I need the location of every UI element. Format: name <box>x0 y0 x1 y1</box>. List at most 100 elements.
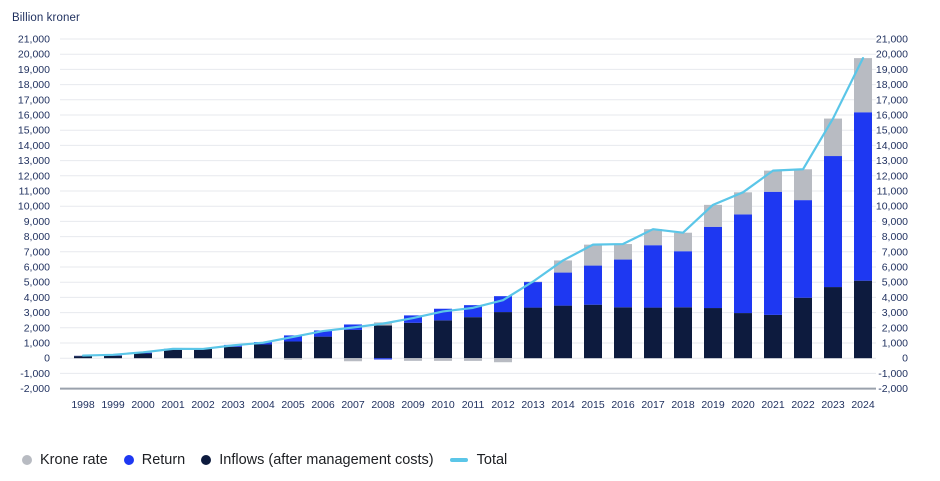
bar-segment-inflows-2000 <box>134 353 152 359</box>
bar-segment-return-2023 <box>824 156 842 288</box>
bar-segment-inflows-2003 <box>224 346 242 359</box>
bar-segment-krone-2023 <box>824 118 842 157</box>
y-axis-label-right: 2,000 <box>882 322 908 334</box>
bar-segment-inflows-2017 <box>644 307 662 359</box>
bar-segment-inflows-2004 <box>254 344 272 359</box>
bar-segment-inflows-2019 <box>704 308 722 359</box>
x-axis-label-2018: 2018 <box>671 399 695 411</box>
y-axis-label-right: 15,000 <box>876 125 908 137</box>
x-axis-label-2007: 2007 <box>341 399 365 411</box>
y-axis-label-left: 12,000 <box>18 170 50 182</box>
bar-segment-krone-2019 <box>704 204 722 227</box>
bar-segment-return-2015 <box>584 265 602 305</box>
bar-segment-inflows-2009 <box>404 322 422 359</box>
bar-segment-inflows-1999 <box>104 355 122 359</box>
bar-segment-inflows-2001 <box>164 349 182 359</box>
bar-segment-inflows-2010 <box>434 320 452 359</box>
y-axis-label-right: 16,000 <box>876 110 908 122</box>
bar-segment-return-2018 <box>674 251 692 308</box>
y-axis-label-left: 1,000 <box>24 338 50 350</box>
legend-item-inflows[interactable]: Inflows (after management costs) <box>201 452 434 468</box>
bar-segment-inflows-2015 <box>584 304 602 359</box>
x-axis-label-1998: 1998 <box>71 399 95 411</box>
x-axis-label-2004: 2004 <box>251 399 275 411</box>
y-axis-label-right: 6,000 <box>882 262 908 274</box>
total-line-swatch-icon <box>449 458 468 462</box>
bar-segment-return-2005 <box>284 335 302 342</box>
y-axis-label-left: 17,000 <box>18 94 50 106</box>
legend-item-krone-rate[interactable]: Krone rate <box>22 452 108 468</box>
bar-segment-krone-2012 <box>494 358 512 363</box>
y-axis-label-left: 14,000 <box>18 140 50 152</box>
bar-segment-return-2006 <box>314 330 332 337</box>
y-axis-label-right: 11,000 <box>877 186 908 198</box>
x-axis-label-2002: 2002 <box>191 399 215 411</box>
x-axis-label-2014: 2014 <box>551 399 575 411</box>
x-axis-label-2019: 2019 <box>701 399 725 411</box>
x-axis-label-2022: 2022 <box>791 399 815 411</box>
y-axis-label-left: 0 <box>44 353 50 365</box>
x-axis-label-2003: 2003 <box>221 399 245 411</box>
bar-segment-inflows-2023 <box>824 287 842 359</box>
y-axis-label-right: 10,000 <box>876 201 908 213</box>
bar-segment-inflows-2005 <box>284 341 302 359</box>
y-axis-label-left: 5,000 <box>24 277 50 289</box>
y-axis-label-right: 12,000 <box>876 170 908 182</box>
x-axis-label-2009: 2009 <box>401 399 425 411</box>
bar-segment-return-2017 <box>644 245 662 308</box>
y-axis-label-left: 4,000 <box>24 292 50 304</box>
bar-segment-krone-2017 <box>644 229 662 246</box>
y-axis-label-left: 7,000 <box>24 246 50 258</box>
krone-rate-swatch-icon <box>22 455 32 465</box>
legend-item-return[interactable]: Return <box>123 452 186 468</box>
bar-segment-krone-2022 <box>794 169 812 201</box>
bar-segment-inflows-2018 <box>674 307 692 359</box>
y-axis-label-left: 8,000 <box>24 231 50 243</box>
bar-segment-inflows-2016 <box>614 307 632 359</box>
legend-label-return: Return <box>141 452 186 468</box>
bar-segment-krone-2014 <box>554 260 572 273</box>
bar-segment-return-2012 <box>494 296 512 313</box>
y-axis-label-right: 18,000 <box>876 79 908 91</box>
y-axis-label-left: 20,000 <box>18 49 50 61</box>
y-axis-label-right: 5,000 <box>882 277 908 289</box>
bar-segment-return-2021 <box>764 191 782 315</box>
x-axis-label-2013: 2013 <box>521 399 545 411</box>
bar-segment-return-2014 <box>554 272 572 306</box>
bar-segment-krone-2010 <box>434 358 452 361</box>
x-axis-label-2011: 2011 <box>462 399 485 411</box>
bar-segment-krone-2018 <box>674 232 692 252</box>
y-axis-label-left: 15,000 <box>18 125 50 137</box>
bar-segment-inflows-2022 <box>794 297 812 359</box>
x-axis-label-2023: 2023 <box>821 399 845 411</box>
x-axis-label-2005: 2005 <box>281 399 305 411</box>
bar-segment-krone-2007 <box>344 358 362 362</box>
bar-segment-krone-2002 <box>194 358 212 359</box>
bar-segment-krone-2011 <box>464 358 482 361</box>
bar-segment-krone-2009 <box>404 358 422 361</box>
bar-segment-inflows-2012 <box>494 312 512 359</box>
x-axis-label-2016: 2016 <box>611 399 635 411</box>
y-axis-label-left: 6,000 <box>24 262 50 274</box>
y-axis-label-right: 9,000 <box>882 216 908 228</box>
bar-segment-inflows-2006 <box>314 336 332 359</box>
y-axis-label-left: 19,000 <box>18 64 50 76</box>
total-line <box>81 57 865 357</box>
bar-segment-return-2019 <box>704 226 722 309</box>
bar-segment-inflows-2021 <box>764 314 782 359</box>
x-axis-label-2021: 2021 <box>761 399 785 411</box>
bar-segment-return-2013 <box>524 282 542 308</box>
y-axis-label-left: 18,000 <box>18 79 50 91</box>
inflows-swatch-icon <box>201 455 212 465</box>
bar-segment-krone-2004 <box>254 358 272 359</box>
y-axis-label-right: 13,000 <box>876 155 908 167</box>
bar-segment-krone-2005 <box>284 358 302 360</box>
legend-label-krone-rate: Krone rate <box>40 452 108 468</box>
legend-item-total[interactable]: Total <box>449 452 507 468</box>
x-axis-label-2000: 2000 <box>131 399 155 411</box>
y-axis-label-left: 11,000 <box>19 186 50 198</box>
bar-segment-inflows-1998 <box>74 356 92 359</box>
y-axis-label-right: 4,000 <box>882 292 908 304</box>
x-axis-label-2001: 2001 <box>161 399 185 411</box>
y-axis-label-left: 10,000 <box>18 201 50 213</box>
